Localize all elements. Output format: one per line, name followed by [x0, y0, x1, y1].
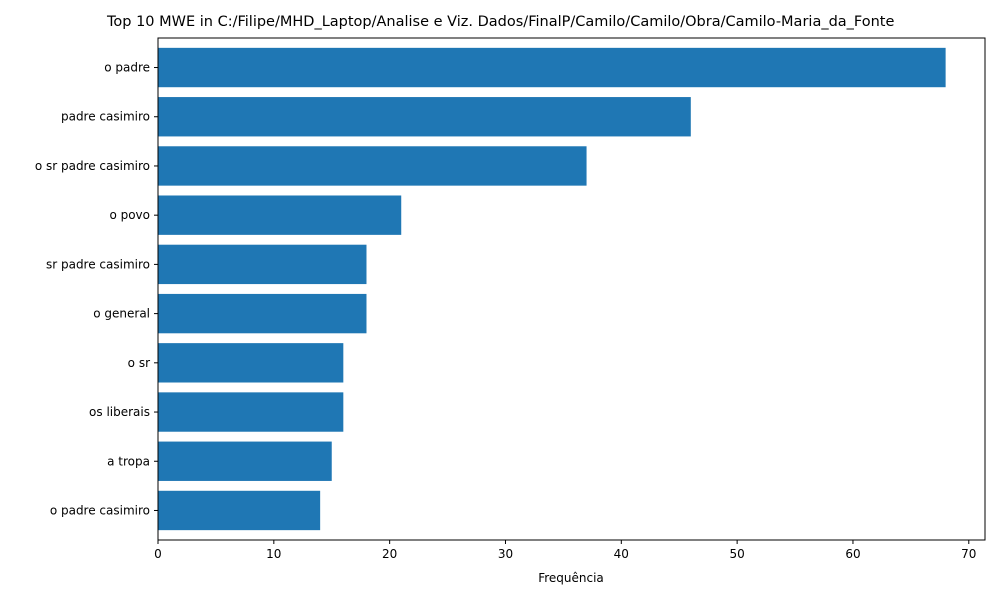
y-tick-label: padre casimiro: [61, 110, 150, 124]
bar-8: [158, 97, 691, 137]
x-tick-label: 70: [961, 547, 976, 561]
bar-7: [158, 146, 587, 186]
y-tick-label: o general: [93, 307, 150, 321]
bar-1: [158, 441, 332, 481]
y-tick-label: os liberais: [89, 405, 150, 419]
bar-5: [158, 244, 367, 285]
bars-group: [158, 47, 946, 531]
x-tick-label: 60: [845, 547, 860, 561]
y-tick-label: a tropa: [107, 454, 150, 468]
x-tick-label: 20: [382, 547, 397, 561]
bar-4: [158, 293, 367, 334]
bar-3: [158, 343, 344, 383]
bar-6: [158, 195, 402, 235]
x-tick-label: 0: [154, 547, 162, 561]
plot-frame: [157, 37, 986, 541]
y-tick-label: o padre: [104, 61, 150, 75]
x-tick-label: 10: [266, 547, 281, 561]
x-tick-label: 40: [614, 547, 629, 561]
y-tick-group: o padre casimiro a tropa os liberais o sr o …: [35, 61, 158, 517]
bar-0: [158, 490, 321, 531]
bar-2: [158, 392, 344, 432]
y-tick-label: o sr: [128, 356, 150, 370]
x-axis-label: Frequência: [538, 571, 604, 585]
x-tick-group: 0 10 20 30 40 50 60 70: [154, 540, 976, 561]
y-tick-label: o padre casimiro: [50, 503, 150, 517]
y-tick-label: sr padre casimiro: [46, 257, 150, 271]
x-tick-label: 30: [498, 547, 513, 561]
chart-title: Top 10 MWE in C:/Filipe/MHD_Laptop/Anali…: [107, 14, 895, 30]
axes-frame: [157, 37, 986, 541]
y-tick-label: o povo: [109, 208, 150, 222]
y-tick-label: o sr padre casimiro: [35, 159, 150, 173]
x-tick-label: 50: [729, 547, 744, 561]
bar-9: [158, 47, 946, 88]
